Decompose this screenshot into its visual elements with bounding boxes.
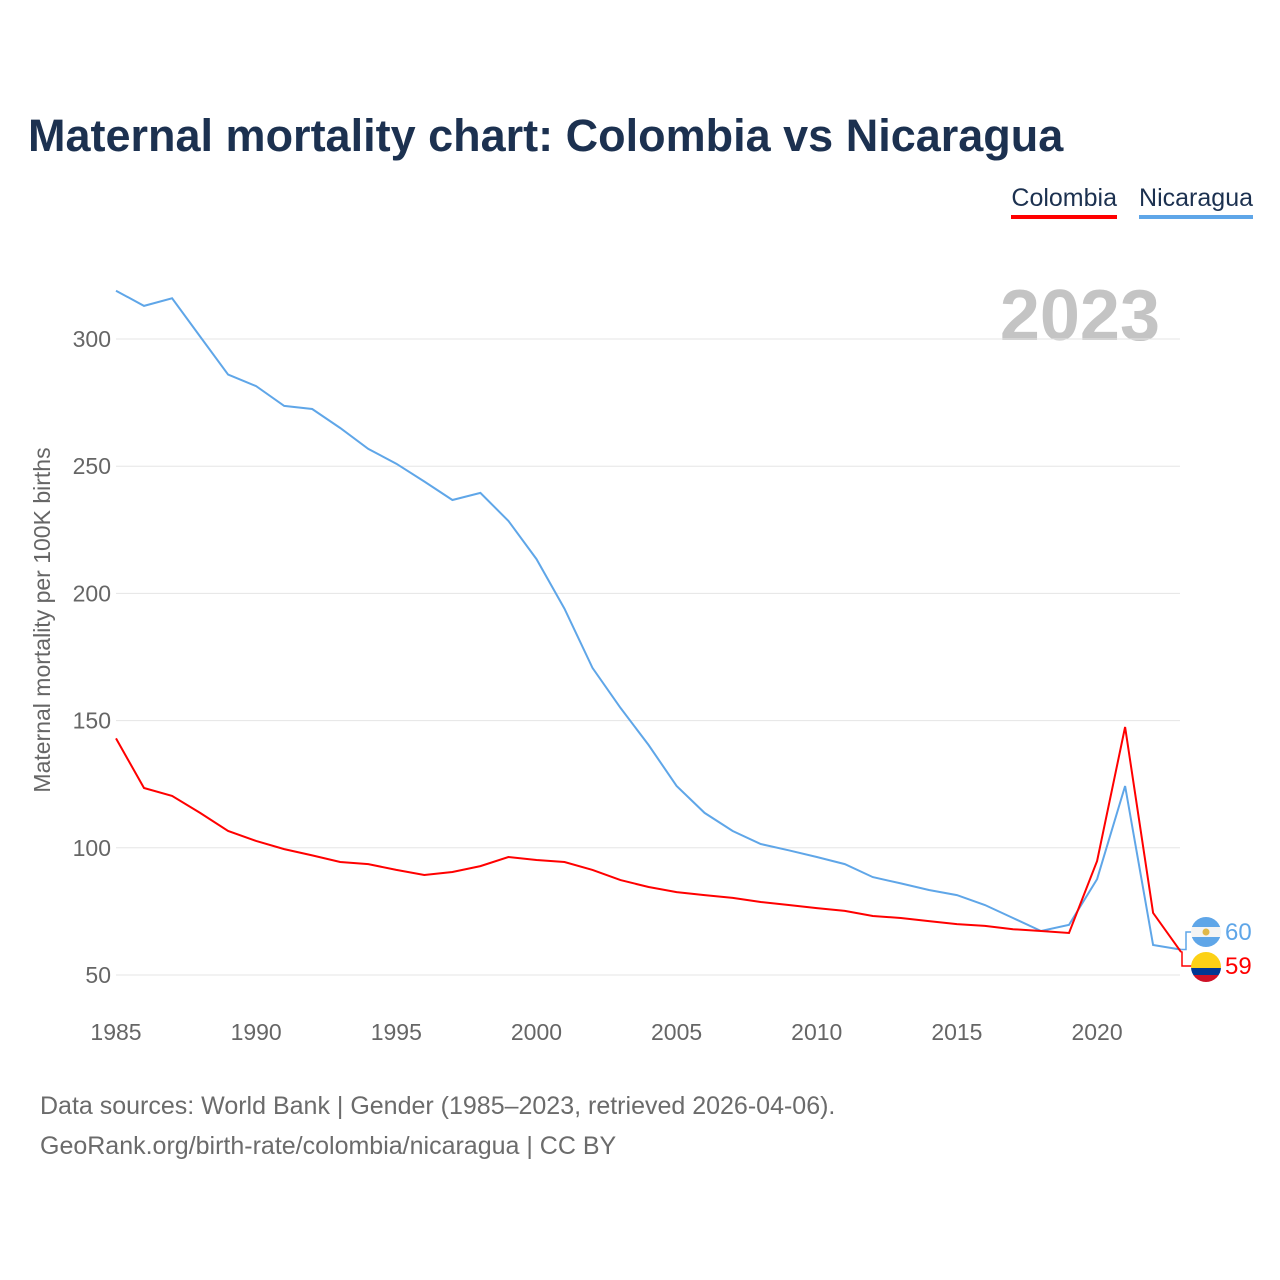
data-source-text: Data sources: World Bank | Gender (1985–… (40, 1092, 836, 1120)
x-tick-label: 1985 (90, 1019, 141, 1045)
colombia-flag-icon (1191, 952, 1221, 982)
series-line-colombia (115, 726, 1182, 953)
nicaragua-flag-icon (1191, 917, 1221, 947)
footer: Data sources: World Bank | Gender (1985–… (40, 1086, 835, 1166)
end-label-colombia: 59 (1225, 953, 1252, 980)
chart-title: Maternal mortality chart: Colombia vs Ni… (28, 110, 1064, 161)
end-label-nicaragua: 60 (1225, 919, 1252, 946)
legend-item-nicaragua[interactable]: Nicaragua (1139, 184, 1253, 219)
x-tick-label: 2020 (1071, 1019, 1122, 1045)
y-tick-label: 300 (73, 326, 111, 352)
x-tick-label: 2015 (931, 1019, 982, 1045)
connector-nicaragua (1181, 931, 1192, 951)
x-tick-label: 2000 (511, 1019, 562, 1045)
y-tick-label: 150 (73, 708, 111, 734)
year-watermark: 2023 (1000, 276, 1160, 356)
x-tick-label: 1995 (371, 1019, 422, 1045)
y-axis-label: Maternal mortality per 100K births (29, 447, 55, 792)
x-tick-label: 1990 (231, 1019, 282, 1045)
x-tick-label: 2005 (651, 1019, 702, 1045)
y-tick-label: 200 (73, 580, 111, 606)
y-tick-label: 250 (73, 453, 111, 479)
x-tick-label: 2010 (791, 1019, 842, 1045)
series-line-nicaragua (115, 289, 1182, 951)
legend-item-colombia[interactable]: Colombia (1011, 184, 1117, 219)
y-tick-label: 100 (73, 835, 111, 861)
connector-colombia (1181, 951, 1192, 967)
source-link[interactable]: GeoRank.org/birth-rate/colombia/nicaragu… (40, 1132, 617, 1160)
y-tick-label: 50 (85, 962, 111, 988)
